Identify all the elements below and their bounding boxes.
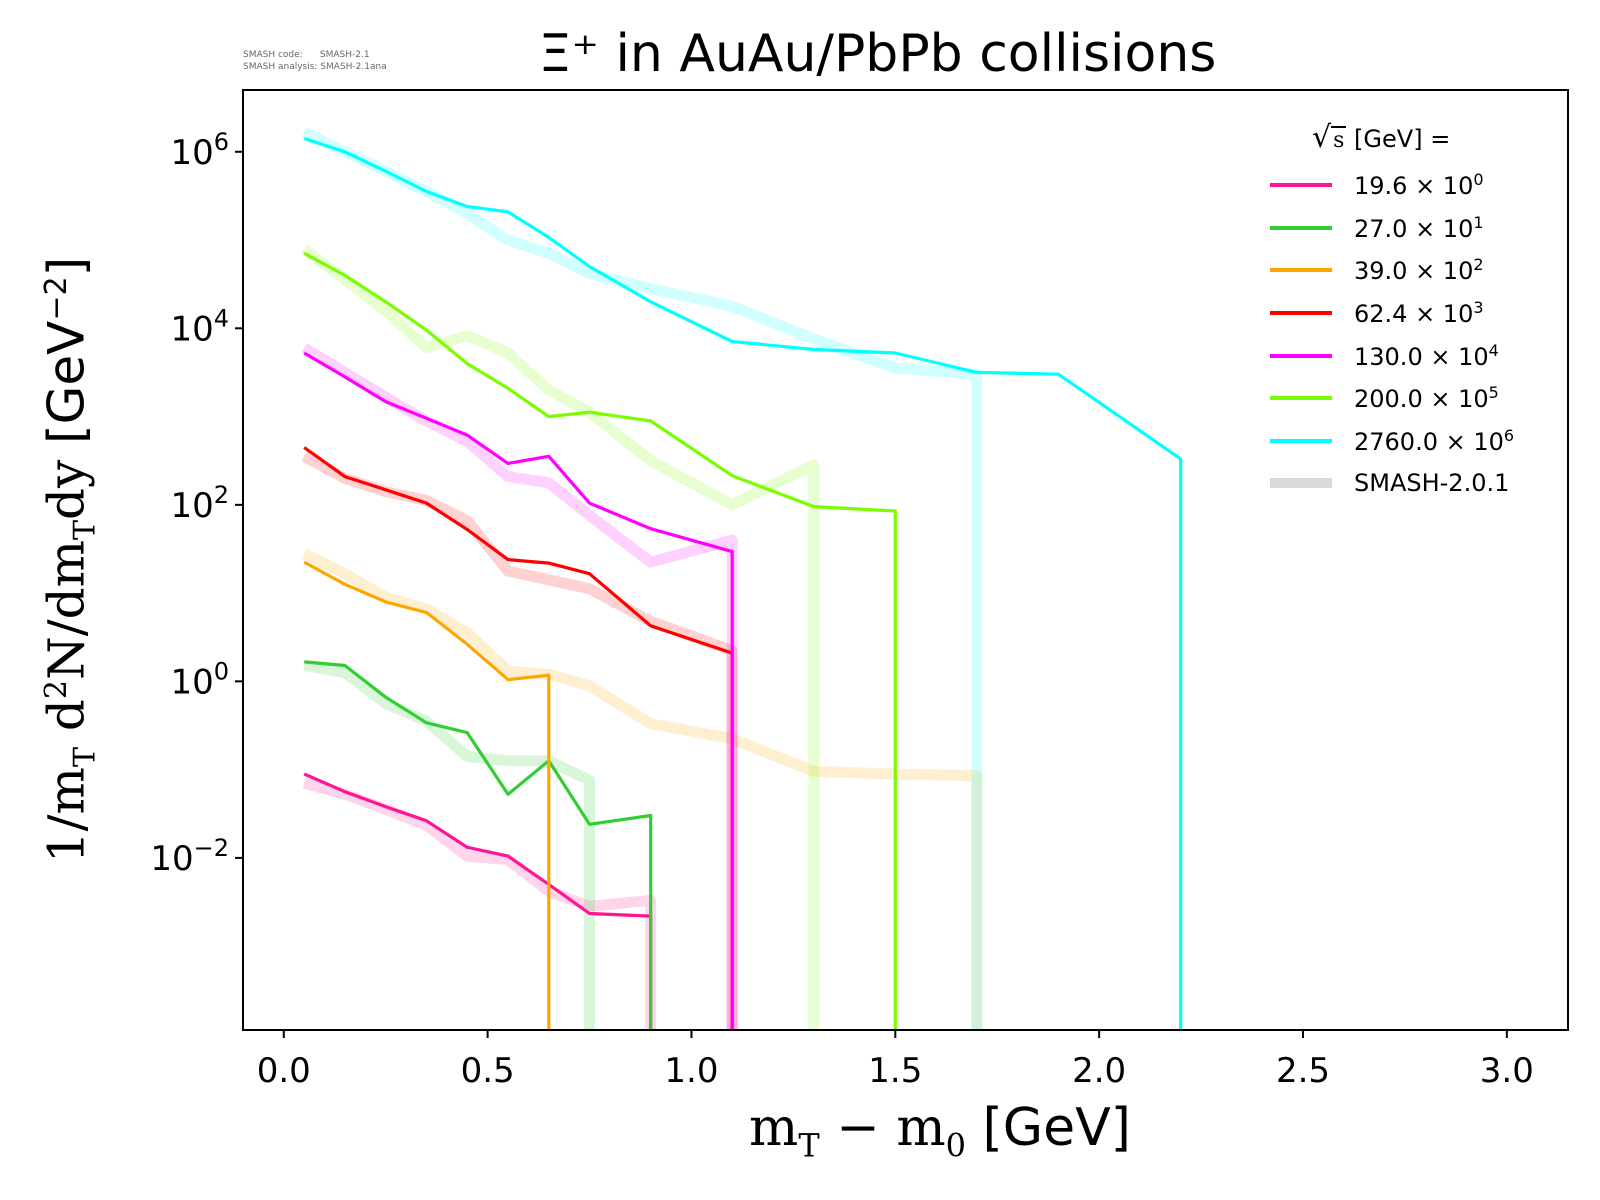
y-tick-label: 104 (170, 304, 229, 349)
legend: √s [GeV] = 19.6 × 100 27.0 × 101 39.0 × 10… (1270, 118, 1514, 505)
series-line-6 (303, 136, 1183, 1030)
y-tick-label: 10−2 (150, 834, 229, 879)
legend-label: 39.0 × 102 (1354, 255, 1484, 286)
x-tick-label: 3.0 (1480, 1051, 1534, 1091)
reference-line-6 (301, 127, 983, 1030)
smash-code-stamp: SMASH code: SMASH-2.1 (243, 50, 370, 60)
y-tick-label: 102 (170, 481, 229, 526)
reference-line-1 (303, 660, 595, 1030)
series-line-1 (304, 660, 653, 1030)
x-tick-label: 0.5 (461, 1051, 515, 1091)
legend-entry: 200.0 × 105 (1270, 377, 1514, 420)
reference-line-2 (301, 548, 983, 1030)
legend-label: 62.4 × 103 (1354, 298, 1484, 329)
legend-swatch (1270, 438, 1332, 443)
legend-label: 19.6 × 100 (1354, 170, 1484, 201)
reference-line-3 (301, 451, 738, 1030)
legend-swatch (1270, 353, 1332, 358)
reference-series-layer (300, 127, 983, 1030)
series-line-5 (303, 251, 897, 1030)
y-tick-label: 106 (170, 128, 229, 173)
legend-entry: 27.0 × 101 (1270, 207, 1514, 250)
chart-title: Ξ⁺ in AuAu/PbPb collisions (538, 24, 1217, 84)
plot-frame (242, 89, 1569, 1031)
legend-label: SMASH-2.0.1 (1354, 469, 1510, 498)
legend-label: 27.0 × 101 (1354, 212, 1484, 243)
legend-label: 200.0 × 105 (1354, 383, 1499, 414)
x-axis: 0.0 0.5 1.0 1.5 2.0 2.5 3.0 (257, 1030, 1534, 1091)
legend-swatch (1270, 311, 1332, 316)
legend-entry: 130.0 × 104 (1270, 334, 1514, 377)
x-tick-label: 2.0 (1072, 1051, 1126, 1091)
legend-swatch (1270, 225, 1332, 230)
series-line-2 (303, 560, 551, 1030)
x-tick-label: 0.0 (257, 1051, 311, 1091)
legend-entry: 2760.0 × 106 (1270, 420, 1514, 463)
legend-swatch (1270, 478, 1332, 489)
y-tick-label: 100 (170, 657, 229, 702)
legend-entry: 62.4 × 103 (1270, 292, 1514, 335)
smash-analysis-stamp: SMASH analysis: SMASH-2.1ana (243, 62, 387, 72)
reference-line-4 (301, 342, 738, 1030)
legend-label: 130.0 × 104 (1354, 340, 1499, 371)
x-tick-label: 1.0 (664, 1051, 718, 1091)
legend-entry: 19.6 × 100 (1270, 164, 1514, 207)
legend-label: 2760.0 × 106 (1354, 425, 1515, 456)
legend-swatch (1270, 396, 1332, 401)
series-line-0 (303, 772, 653, 1030)
legend-entry: 39.0 × 102 (1270, 249, 1514, 292)
x-tick-label: 1.5 (868, 1051, 922, 1091)
y-axis: 106 104 102 100 10−2 (150, 128, 243, 879)
x-tick-label: 2.5 (1276, 1051, 1330, 1091)
y-axis-label: 1/mT d2N/dmTdy [GeV−2] (37, 256, 103, 864)
reference-line-0 (302, 777, 657, 1030)
legend-swatch (1270, 183, 1332, 188)
legend-swatch (1270, 268, 1332, 273)
legend-entry-reference: SMASH-2.0.1 (1270, 462, 1514, 505)
series-line-3 (303, 446, 734, 1030)
reference-line-5 (300, 244, 820, 1030)
series-layer (303, 136, 1183, 1030)
x-axis-label: mT − m0 [GeV] (749, 1098, 1131, 1165)
series-line-4 (303, 351, 734, 1030)
legend-title: √s [GeV] = (1312, 120, 1451, 155)
